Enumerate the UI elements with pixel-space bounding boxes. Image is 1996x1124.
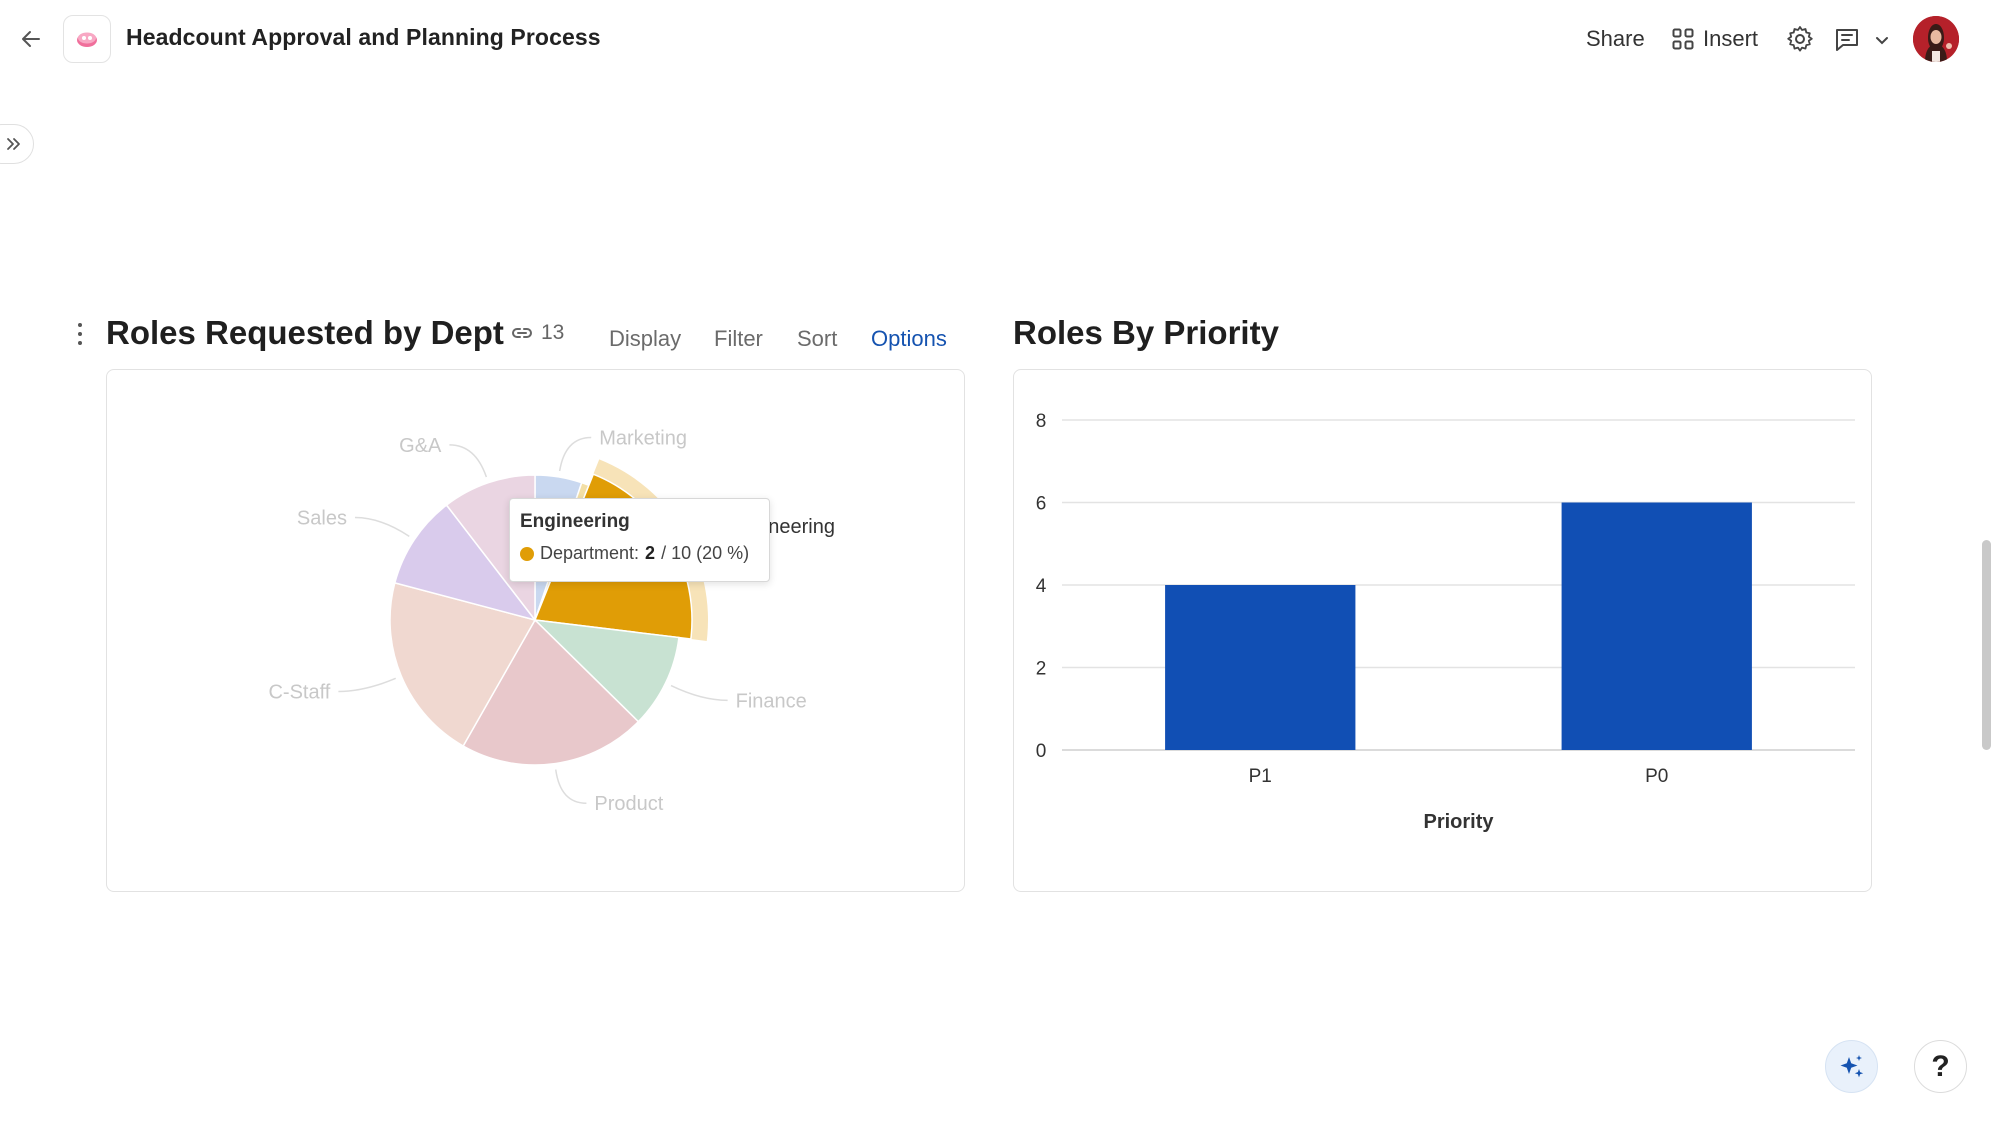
insert-button[interactable]: Insert bbox=[1671, 24, 1758, 54]
tab-options[interactable]: Options bbox=[871, 326, 947, 351]
pie-tooltip: Engineering Department: 2 / 10 (20 %) bbox=[509, 498, 770, 582]
pie-label: Finance bbox=[736, 690, 807, 712]
share-button[interactable]: Share bbox=[1586, 26, 1645, 51]
doc-emoji-icon bbox=[77, 32, 97, 47]
link-count-value: 13 bbox=[541, 321, 565, 344]
pie-label: Product bbox=[594, 793, 663, 815]
tooltip-value: 2 bbox=[645, 543, 656, 563]
pie-label-line bbox=[670, 684, 728, 702]
pie-label-line bbox=[558, 436, 592, 472]
link-icon bbox=[512, 328, 532, 338]
pie-label-line bbox=[449, 444, 488, 478]
tooltip-swatch bbox=[520, 546, 534, 561]
kebab-icon[interactable] bbox=[72, 320, 88, 348]
scrollbar[interactable] bbox=[1982, 540, 1991, 750]
pie-slice-finance[interactable] bbox=[532, 618, 680, 723]
tooltip-title: Engineering bbox=[520, 511, 630, 532]
chevron-down-icon bbox=[1876, 37, 1888, 45]
avatar-image bbox=[1913, 16, 1959, 62]
x-tick-label: P1 bbox=[1249, 766, 1272, 787]
expand-sidebar-icon bbox=[7, 138, 20, 150]
doc-icon[interactable] bbox=[63, 15, 111, 63]
back-arrow-icon bbox=[22, 31, 40, 47]
pie-label-line bbox=[554, 769, 587, 804]
settings-button[interactable] bbox=[1785, 24, 1815, 54]
bar-chart-card: 0 2 4 6 8 P1 P0 Priority bbox=[1013, 369, 1872, 892]
y-tick-label: 4 bbox=[1036, 576, 1047, 597]
top-bar: Headcount Approval and Planning Process … bbox=[0, 0, 1996, 78]
comments-dropdown[interactable] bbox=[1872, 30, 1892, 50]
insert-label: Insert bbox=[1703, 26, 1759, 51]
y-tick-label: 6 bbox=[1036, 494, 1047, 515]
insert-grid-icon bbox=[1672, 28, 1694, 50]
bar-section-title: Roles By Priority bbox=[1013, 314, 1279, 351]
doc-title[interactable]: Headcount Approval and Planning Process bbox=[126, 24, 601, 50]
y-tick-label: 2 bbox=[1036, 659, 1047, 680]
help-button[interactable]: ? bbox=[1914, 1040, 1967, 1093]
tab-display[interactable]: Display bbox=[609, 326, 682, 351]
pie-chart[interactable]: Marketing Engineering Finance Product C-Staf… bbox=[107, 370, 966, 893]
linked-count[interactable]: 13 bbox=[509, 320, 564, 346]
tab-sort[interactable]: Sort bbox=[797, 326, 838, 351]
pie-label-line bbox=[338, 677, 397, 693]
y-tick-label: 0 bbox=[1036, 741, 1047, 762]
bar-p1[interactable] bbox=[1165, 585, 1356, 750]
pie-label: C-Staff bbox=[268, 681, 330, 703]
pie-chart-card: Marketing Engineering Finance Product C-Staf… bbox=[106, 369, 965, 892]
comment-icon bbox=[1836, 29, 1858, 51]
sparkle-icon bbox=[1840, 1054, 1863, 1077]
x-axis-label: Priority bbox=[1423, 811, 1494, 833]
y-tick-label: 8 bbox=[1036, 411, 1047, 432]
gear-icon bbox=[1787, 26, 1813, 52]
tab-filter[interactable]: Filter bbox=[714, 326, 763, 351]
bar-chart[interactable]: 0 2 4 6 8 P1 P0 Priority bbox=[1014, 370, 1873, 893]
pie-label: Sales bbox=[297, 508, 347, 530]
x-tick-label: P0 bbox=[1645, 766, 1668, 787]
back-button[interactable] bbox=[14, 22, 48, 56]
tooltip-detail: / 10 (20 %) bbox=[661, 543, 750, 563]
pie-label: Marketing bbox=[599, 427, 687, 449]
tooltip-row: Department: 2 / 10 (20 %) bbox=[520, 543, 759, 564]
ai-assistant-button[interactable] bbox=[1825, 1040, 1878, 1093]
comments-button[interactable] bbox=[1832, 24, 1862, 54]
pie-label-line bbox=[354, 516, 410, 537]
avatar[interactable] bbox=[1913, 16, 1959, 62]
tooltip-series-label: Department: bbox=[540, 543, 640, 563]
bar-p0[interactable] bbox=[1561, 502, 1752, 751]
expand-sidebar-button[interactable] bbox=[0, 124, 34, 164]
pie-slice-product[interactable] bbox=[462, 618, 640, 766]
pie-slice-c-staff[interactable] bbox=[389, 581, 537, 747]
pie-slice-sales[interactable] bbox=[393, 504, 537, 622]
pie-label: G&A bbox=[399, 435, 442, 457]
pie-section-title: Roles Requested by Dept bbox=[106, 314, 504, 351]
